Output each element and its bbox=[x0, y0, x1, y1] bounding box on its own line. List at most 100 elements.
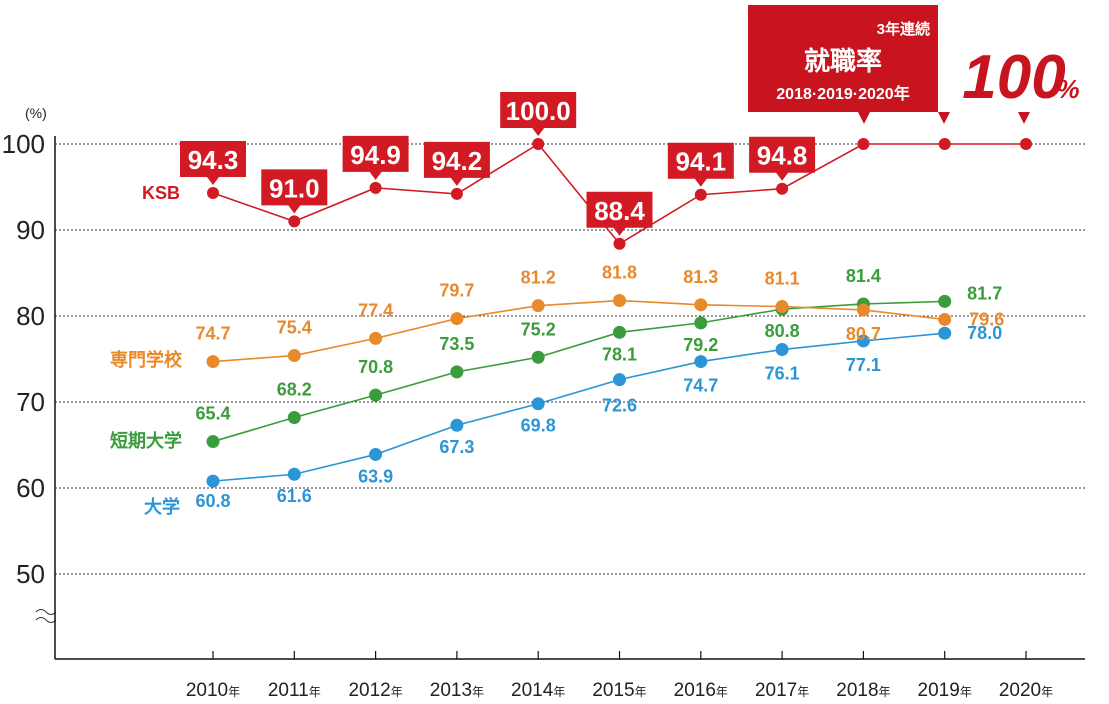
y-tick-label: 90 bbox=[16, 215, 45, 245]
data-point bbox=[613, 373, 626, 387]
series-name-label: KSB bbox=[142, 183, 180, 203]
data-point bbox=[694, 316, 708, 330]
x-tick-label: 2016年 bbox=[674, 680, 728, 701]
data-label: 77.1 bbox=[846, 355, 881, 375]
axis-break-icon bbox=[35, 609, 57, 623]
x-tick-label: 2010年 bbox=[186, 680, 240, 701]
y-tick-label: 70 bbox=[16, 387, 45, 417]
y-tick-label: 50 bbox=[16, 559, 45, 589]
series-name-label: 専門学校 bbox=[110, 349, 183, 370]
data-label: 60.8 bbox=[195, 491, 230, 511]
data-label: 80.8 bbox=[765, 321, 800, 341]
data-point bbox=[369, 388, 383, 402]
data-label: 69.8 bbox=[521, 416, 556, 436]
x-tick-label: 2019年 bbox=[918, 680, 972, 701]
data-point bbox=[450, 312, 464, 326]
data-point bbox=[938, 294, 952, 308]
x-tick-labels: 2010年 2011年 2012年 2013年 2014年 2015年 2016年 2017年… bbox=[186, 680, 1053, 701]
y-unit-label: (%) bbox=[25, 105, 47, 121]
data-point bbox=[776, 182, 789, 195]
data-point bbox=[775, 343, 789, 357]
ksb-data-label: 94.2 bbox=[432, 146, 483, 176]
x-tick-label: 2014年 bbox=[511, 680, 565, 701]
data-point bbox=[288, 215, 301, 228]
badge-line1: 3年連続 bbox=[877, 20, 930, 38]
x-tick-label: 2012年 bbox=[348, 680, 402, 701]
ksb-data-label: 88.4 bbox=[594, 196, 645, 226]
badge-pointer bbox=[1018, 112, 1030, 124]
ksb-callout-box bbox=[749, 136, 816, 181]
data-point bbox=[938, 326, 952, 340]
series-name-label: 大学 bbox=[144, 496, 180, 517]
data-point bbox=[856, 303, 870, 317]
data-point bbox=[938, 138, 951, 150]
x-tick-label: 2018年 bbox=[836, 680, 890, 701]
data-label: 80.7 bbox=[846, 324, 881, 344]
ksb-data-label: 100.0 bbox=[506, 96, 571, 126]
x-tick-label: 2017年 bbox=[755, 680, 809, 701]
ksb-data-label: 94.3 bbox=[188, 145, 239, 175]
data-point bbox=[206, 435, 220, 449]
data-label: 74.7 bbox=[683, 376, 718, 396]
data-label: 76.1 bbox=[765, 364, 800, 384]
series-line bbox=[212, 332, 945, 482]
data-point bbox=[532, 138, 545, 150]
data-point bbox=[613, 325, 626, 339]
x-tick-label: 2013年 bbox=[430, 680, 484, 701]
badge-line3: 2018·2019·2020年 bbox=[776, 84, 909, 103]
data-label: 77.4 bbox=[358, 300, 393, 320]
data-point bbox=[450, 187, 463, 200]
data-point bbox=[369, 331, 383, 345]
ksb-callout-box bbox=[261, 169, 328, 214]
data-point bbox=[287, 410, 301, 424]
data-point bbox=[1020, 138, 1032, 150]
data-point bbox=[450, 418, 464, 432]
ksb-callout-box bbox=[586, 191, 653, 236]
data-point bbox=[694, 355, 708, 369]
badge-pointer bbox=[938, 112, 950, 124]
data-point bbox=[531, 350, 545, 364]
data-label: 78.0 bbox=[967, 323, 1002, 343]
ksb-callout-box bbox=[423, 141, 490, 186]
data-labels: 74.7 75.4 77.4 79.7 81.2 81.8 81.3 81.1 80.7 79.6… bbox=[180, 92, 1004, 511]
y-tick-label: 60 bbox=[16, 473, 45, 503]
ksb-data-label: 94.9 bbox=[350, 140, 401, 170]
data-label: 79.2 bbox=[683, 335, 718, 355]
data-label: 65.4 bbox=[195, 404, 230, 424]
data-label: 81.1 bbox=[765, 269, 800, 289]
y-tick-label: 100 bbox=[2, 129, 45, 159]
data-label: 72.6 bbox=[602, 396, 637, 416]
data-point bbox=[613, 294, 626, 308]
badge-right-panel bbox=[938, 5, 1088, 112]
data-label: 81.2 bbox=[521, 268, 556, 288]
badge-box bbox=[748, 5, 938, 112]
data-label: 79.6 bbox=[969, 309, 1004, 329]
badge-pointer bbox=[858, 112, 870, 124]
data-label: 75.4 bbox=[277, 318, 312, 338]
data-point bbox=[856, 334, 870, 348]
data-label: 81.4 bbox=[846, 266, 881, 286]
series-lines bbox=[206, 138, 1032, 488]
data-point bbox=[450, 365, 464, 379]
data-label: 74.7 bbox=[195, 324, 230, 344]
data-point bbox=[206, 355, 220, 369]
badge-hundred: 100 bbox=[962, 43, 1065, 112]
data-label: 68.2 bbox=[277, 379, 312, 399]
ksb-callout-box bbox=[180, 141, 246, 186]
badge-percent: % bbox=[1056, 74, 1079, 104]
data-point bbox=[613, 237, 626, 250]
data-point bbox=[694, 188, 707, 201]
data-point bbox=[287, 349, 301, 363]
data-point bbox=[857, 138, 870, 150]
ksb-data-label: 91.0 bbox=[269, 173, 320, 203]
data-label: 81.8 bbox=[602, 263, 637, 283]
data-point bbox=[206, 474, 220, 488]
data-label: 78.1 bbox=[602, 344, 637, 364]
data-label: 75.2 bbox=[521, 319, 556, 339]
series-line bbox=[212, 299, 945, 363]
data-label: 61.6 bbox=[277, 486, 312, 506]
ksb-callout-box bbox=[667, 142, 734, 187]
